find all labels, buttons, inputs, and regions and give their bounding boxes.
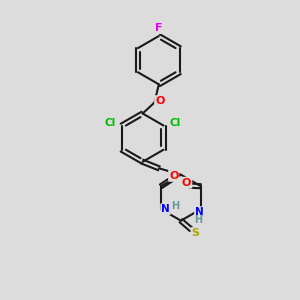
Text: Cl: Cl [169,118,180,128]
Text: N: N [195,207,204,217]
Text: O: O [155,96,164,106]
Text: H: H [194,215,202,225]
Text: O: O [182,178,191,188]
Text: F: F [155,23,163,33]
Text: Cl: Cl [105,118,116,128]
Text: N: N [161,204,170,214]
Text: O: O [169,171,178,181]
Text: H: H [171,201,179,211]
Text: S: S [192,228,200,238]
